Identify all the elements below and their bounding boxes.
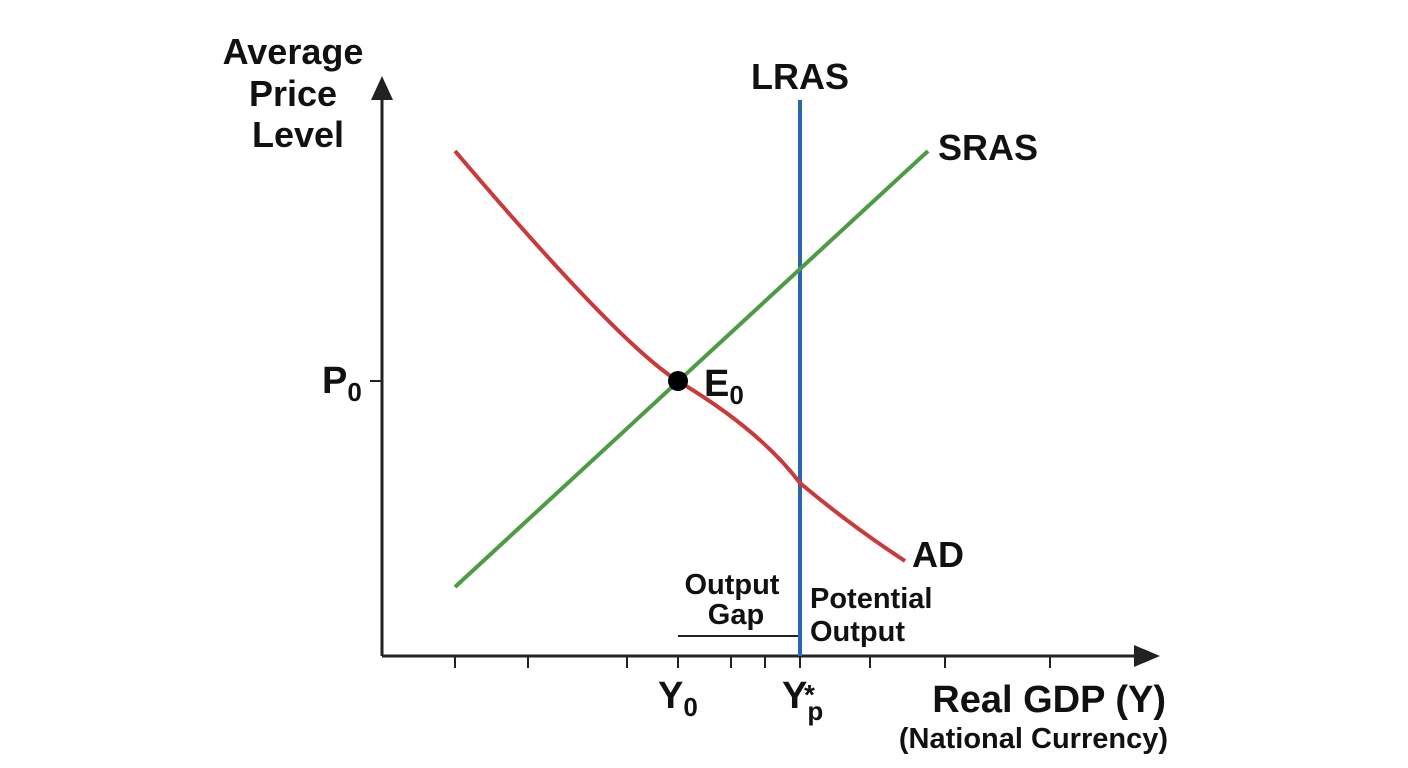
sras-label: SRAS	[938, 127, 1038, 168]
ad-label: AD	[912, 534, 964, 575]
x-axis-title: Real GDP (Y)	[932, 679, 1166, 721]
output-gap-label: Output Gap	[684, 569, 787, 631]
x-axis-subtitle: (National Currency)	[899, 723, 1168, 755]
y0-subscript: 0	[683, 692, 697, 722]
axes	[371, 76, 1160, 667]
yp-superscript: *	[804, 679, 815, 710]
p0-subscript: 0	[347, 377, 361, 407]
x-axis-ticks	[454, 656, 1051, 668]
potential-output-label: Potential Output	[810, 583, 941, 648]
ad-curve	[453, 149, 907, 563]
sras-curve	[453, 149, 930, 589]
y-axis-title-line: Level	[252, 114, 344, 155]
y-axis-title-line: Average	[223, 31, 364, 72]
potential-output-label-line: Potential	[810, 583, 932, 615]
y-axis-title-line: Price	[249, 73, 337, 114]
y-axis-title: Average Price Level	[223, 31, 374, 155]
x-axis-arrowhead	[1134, 645, 1160, 667]
y0-label: Y0	[658, 675, 698, 722]
equilibrium-point	[668, 371, 688, 391]
e0-subscript: 0	[729, 380, 743, 410]
potential-output-label-line: Output	[810, 616, 905, 648]
y-axis-arrowhead	[371, 76, 393, 100]
output-gap-label-line: Output	[684, 569, 779, 601]
output-gap-label-line: Gap	[708, 599, 764, 631]
e0-label: E0	[704, 363, 744, 410]
yp-subscript: p	[807, 696, 823, 726]
p0-label: P0	[322, 360, 362, 407]
lras-label: LRAS	[751, 56, 849, 97]
yp-label: Yp	[782, 675, 823, 726]
